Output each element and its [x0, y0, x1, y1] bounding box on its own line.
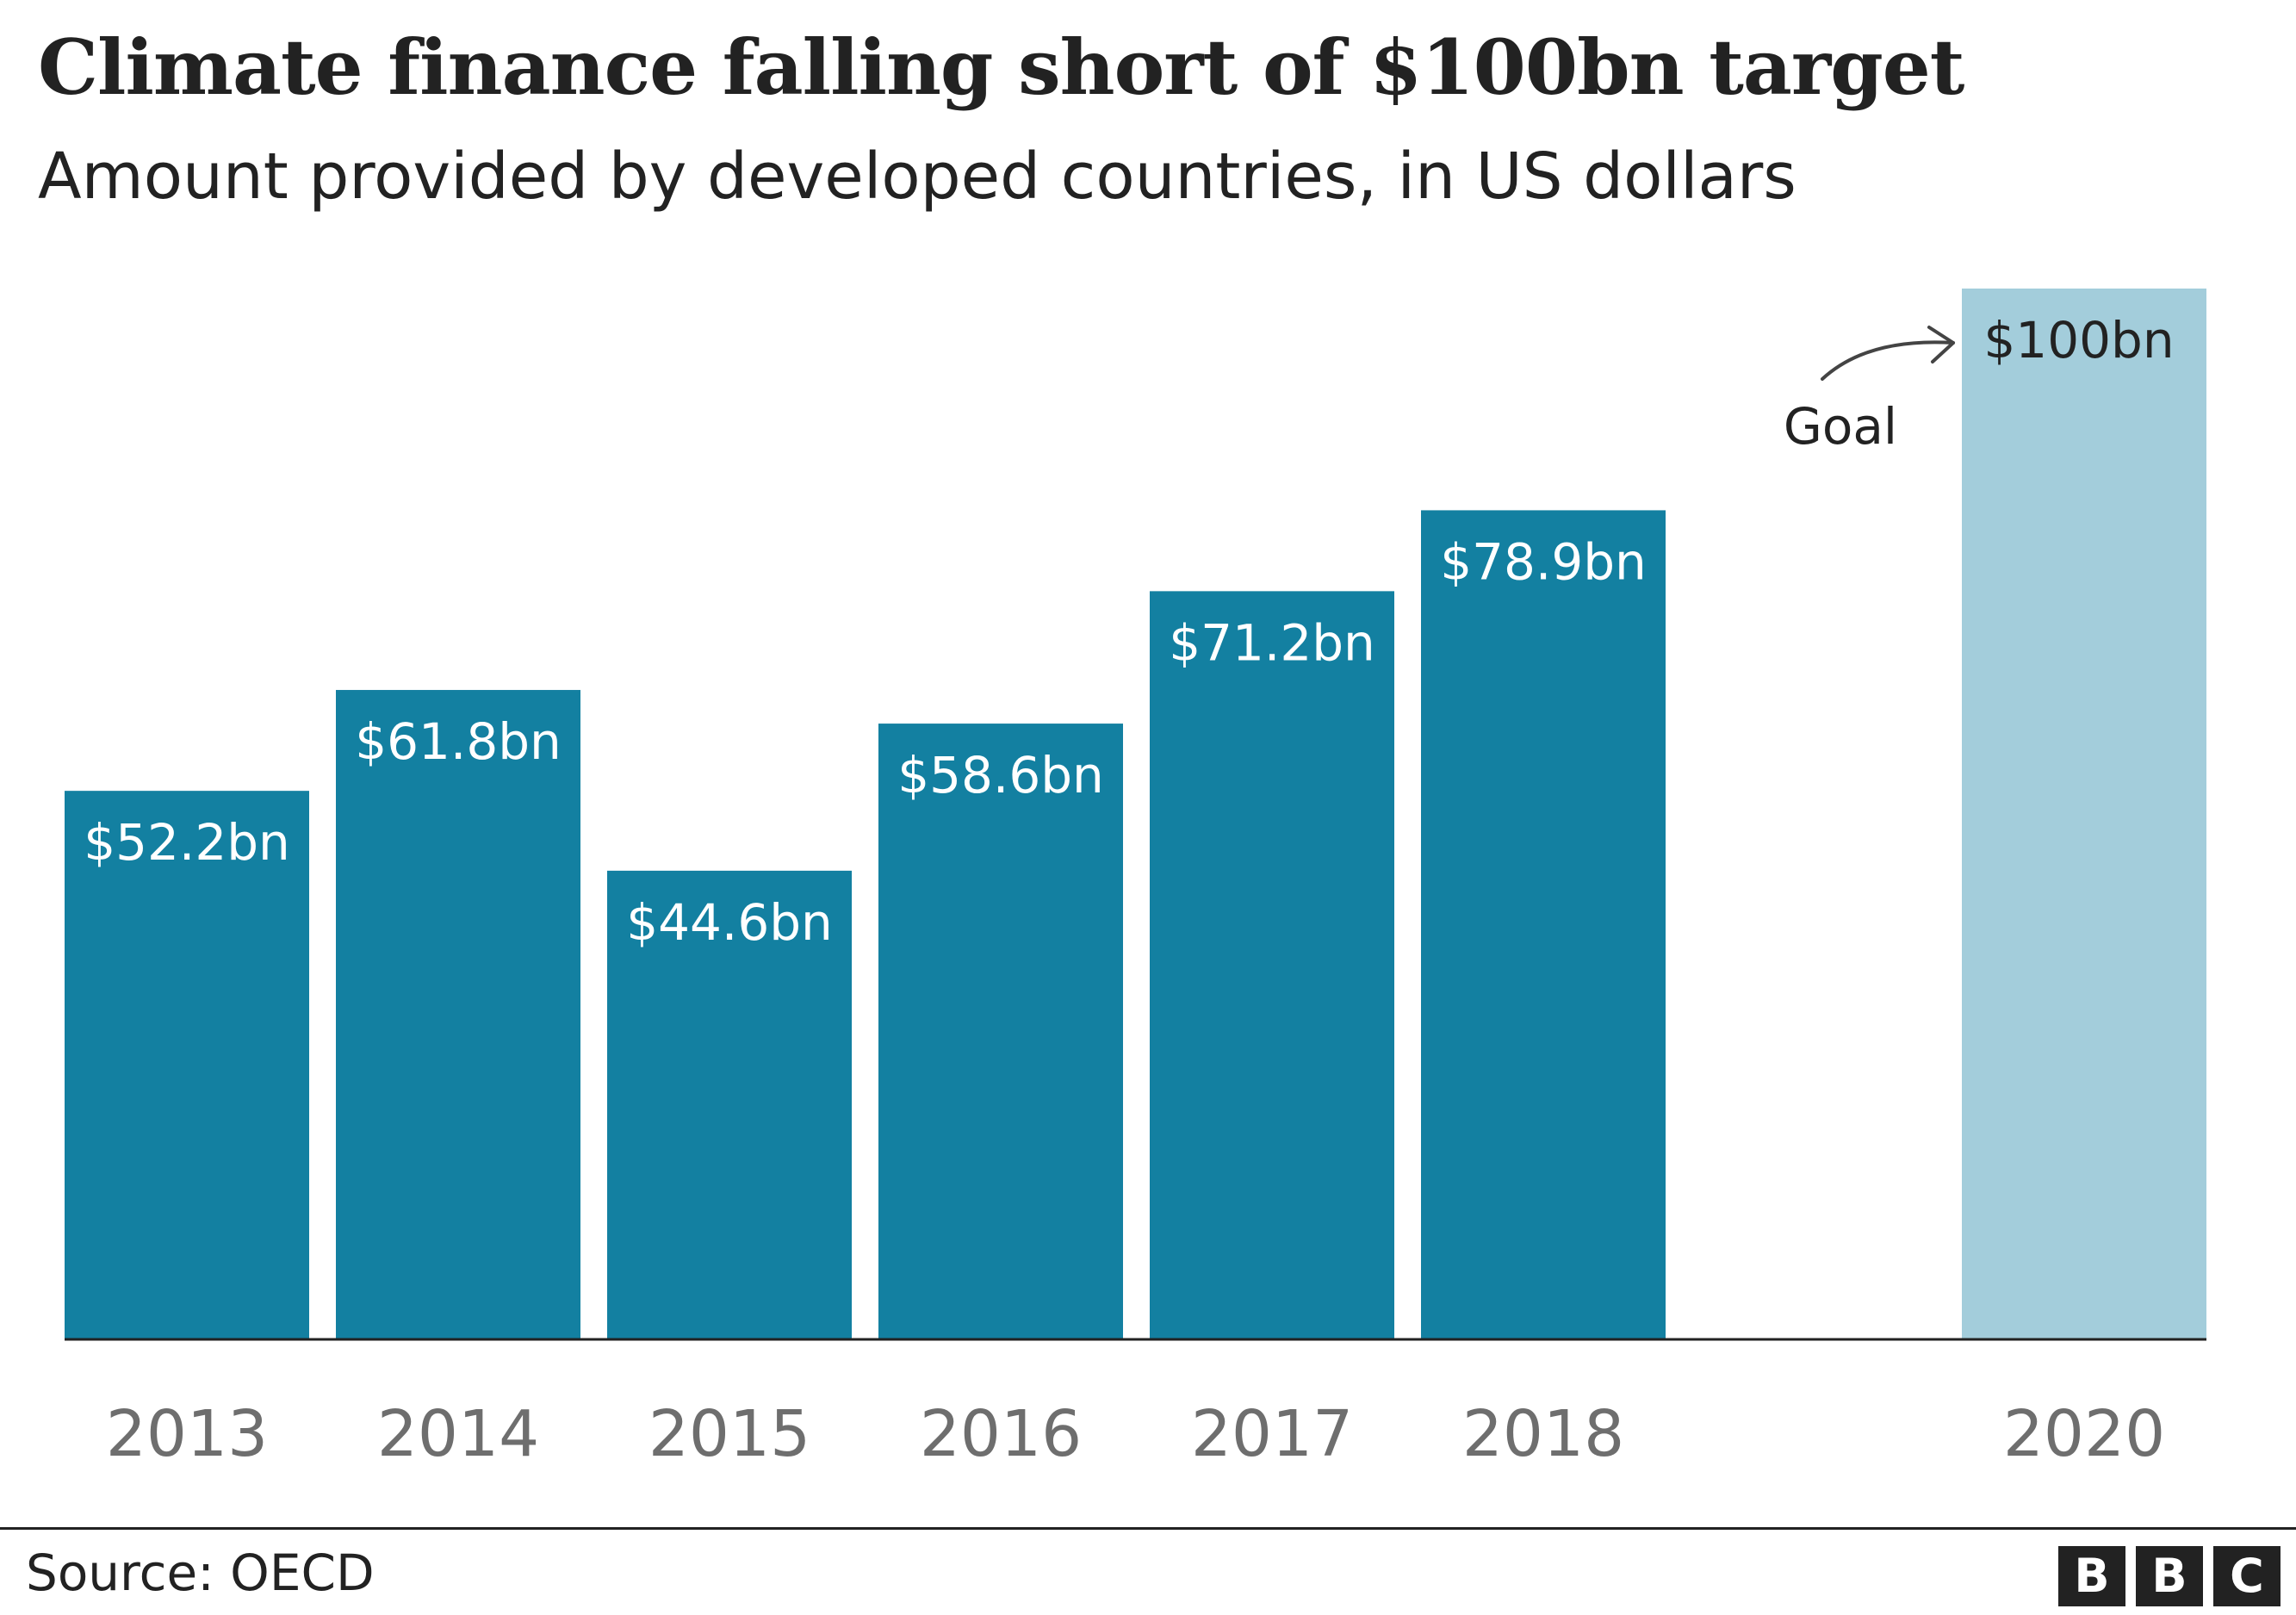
bbc-logo-block: C: [2213, 1546, 2280, 1606]
x-tick-label-2013: 2013: [106, 1397, 268, 1471]
bar-2016: [878, 724, 1123, 1339]
data-label-2014: $61.8bn: [355, 712, 562, 771]
source-note: Source: OECD: [26, 1544, 375, 1602]
bar-2017: [1150, 591, 1394, 1339]
data-label-2016: $58.6bn: [897, 746, 1104, 804]
bar-goal-2020: [1962, 289, 2206, 1339]
bar-2014: [336, 690, 580, 1339]
chart-subtitle: Amount provided by developed countries, …: [38, 140, 1796, 214]
bbc-logo: B B C: [2058, 1546, 2280, 1606]
bar-2018: [1421, 510, 1666, 1339]
footer-divider: [0, 1527, 2296, 1530]
goal-annotation: Goal: [1784, 397, 1897, 456]
x-tick-label-2016: 2016: [920, 1397, 1082, 1471]
x-tick-label-2018: 2018: [1462, 1397, 1624, 1471]
x-tick-label-2020: 2020: [2003, 1397, 2165, 1471]
bar-chart: $52.2bn 2013 $61.8bn 2014 $44.6bn 2015 $58.6bn…: [65, 289, 2206, 1471]
goal-arrow-icon: [1821, 326, 1955, 381]
bar-2013: [65, 791, 309, 1339]
x-tick-label-2017: 2017: [1191, 1397, 1353, 1471]
bar-2015: [607, 870, 852, 1339]
data-label-2018: $78.9bn: [1440, 532, 1647, 591]
bbc-logo-block: B: [2058, 1546, 2125, 1606]
chart-title: Climate finance falling short of $100bn …: [38, 22, 1964, 112]
data-label-2020: $100bn: [1983, 311, 2174, 370]
data-label-2013: $52.2bn: [84, 813, 290, 872]
x-tick-label-2015: 2015: [648, 1397, 810, 1471]
data-label-2017: $71.2bn: [1169, 613, 1375, 672]
data-label-2015: $44.6bn: [626, 893, 833, 952]
bbc-logo-block: B: [2136, 1546, 2203, 1606]
x-tick-label-2014: 2014: [377, 1397, 539, 1471]
